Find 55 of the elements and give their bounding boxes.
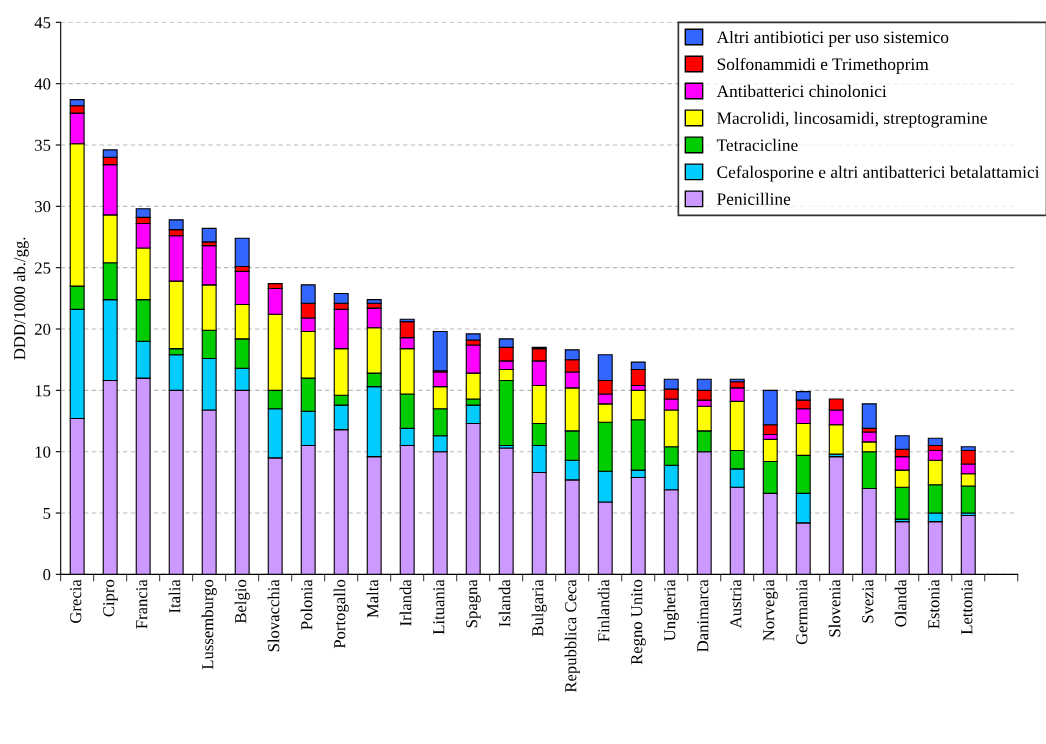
x-tick-label: Polonia: [300, 579, 313, 630]
y-tick-label: 40: [34, 78, 51, 90]
x-tick-label: Slovenia: [828, 579, 841, 637]
y-tick-label: 30: [35, 201, 51, 213]
y-tick-label: 5: [43, 507, 51, 519]
x-tick-label: Francia: [136, 579, 148, 629]
x-tick-label: Grecia: [70, 579, 82, 623]
x-tick-label: Irlanda: [399, 579, 412, 626]
y-tick-label: 10: [35, 446, 51, 458]
y-tick-label: 20: [35, 323, 51, 335]
x-tick-label: Repubblica Ceca: [564, 579, 580, 693]
x-tick-label: Bulgaria: [531, 579, 547, 637]
legend-label: Solfonammidi e Trimethoprim: [717, 57, 929, 74]
x-tick-label: Lituania: [433, 579, 445, 635]
bar: [960, 514, 976, 575]
x-tick-label: Danimarca: [697, 579, 709, 652]
x-tick-label: Lettonia: [961, 579, 973, 635]
x-tick-label: Malta: [366, 579, 379, 618]
x-tick-label: Italia: [168, 579, 181, 613]
x-tick-label: Lussemburgo: [201, 579, 217, 670]
y-tick-label: 35: [35, 139, 51, 151]
x-tick-label: Ungheria: [663, 579, 679, 641]
bar: [201, 227, 217, 243]
legend-label: Macrolidi, lincosamidi, streptogramine: [717, 111, 987, 128]
y-axis-title: DDD/1000 ab./gg.: [13, 237, 29, 360]
bar: [498, 447, 514, 575]
x-tick-label: Slovacchia: [267, 579, 280, 652]
legend-label: Tetracicline: [716, 138, 798, 152]
x-tick-label: Spagna: [466, 579, 481, 628]
x-tick-label: Austria: [730, 579, 742, 629]
x-tick-label: Olanda: [894, 579, 907, 627]
x-tick-label: Svezia: [862, 579, 874, 623]
x-tick-label: Portogallo: [333, 579, 349, 649]
x-tick-label: Regno Unito: [631, 579, 646, 665]
y-tick-label: 15: [35, 385, 51, 397]
x-tick-label: Cipro: [103, 579, 118, 617]
bar: [927, 437, 943, 447]
x-tick-label: Germania: [796, 579, 808, 645]
x-tick-label: Finlandia: [597, 579, 610, 642]
y-tick-label: 25: [35, 262, 51, 274]
x-tick-label: Belgio: [234, 579, 250, 624]
legend-label: Altri antibiotici per uso sistemico: [716, 30, 949, 47]
bar: [894, 521, 910, 575]
legend-label: Penicilline: [717, 192, 791, 205]
x-tick-label: Norvegia: [763, 579, 778, 641]
bar: [828, 456, 844, 575]
bar: [432, 330, 448, 372]
y-tick-label: 45: [34, 17, 51, 29]
bar: [861, 403, 877, 429]
legend-label: Antibatterici chinolonici: [716, 84, 887, 98]
x-tick-label: Islanda: [498, 579, 511, 627]
legend-label: Cefalosporine e altri antibatterici betalattamici: [717, 165, 1040, 182]
x-tick-label: Estonia: [928, 579, 940, 629]
y-tick-label: 0: [43, 569, 51, 581]
bar: [234, 237, 250, 268]
